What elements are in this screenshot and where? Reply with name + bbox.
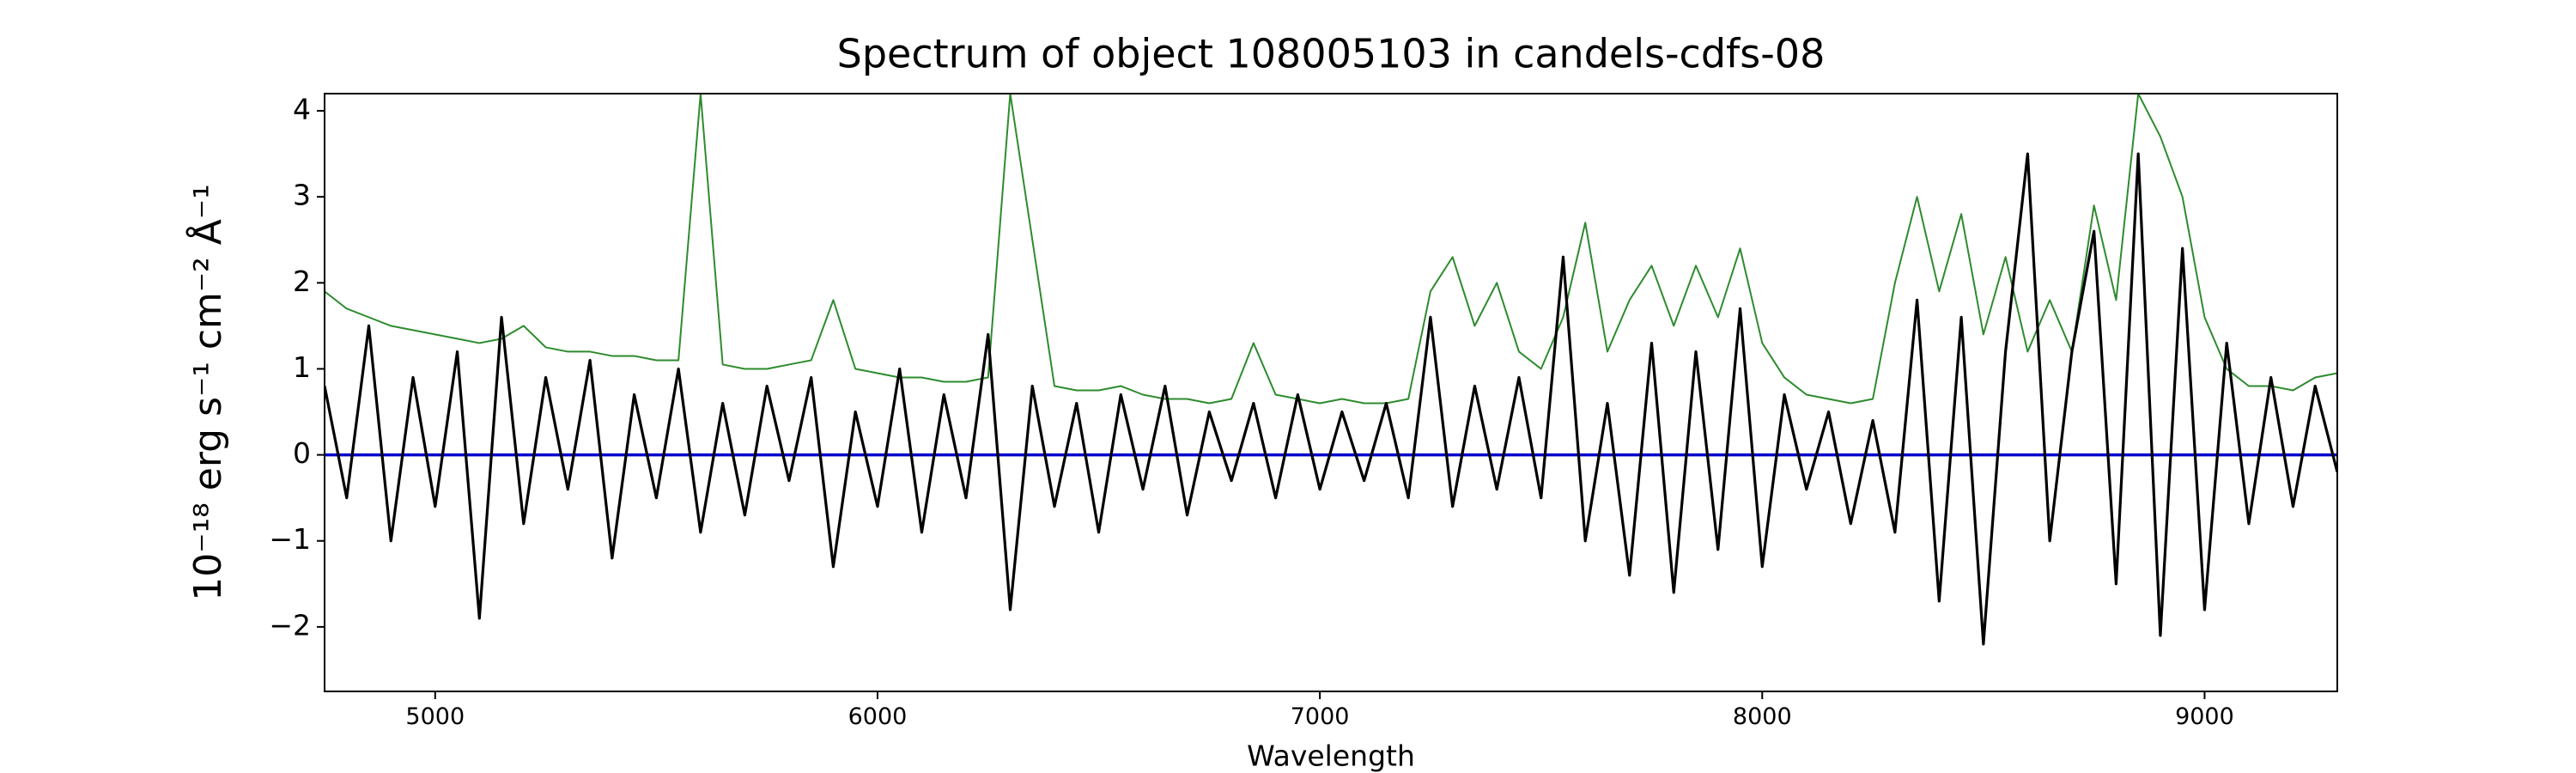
axes: 5000 6000 7000 8000 9000 −2 −1 0 1 2 3 4 — [269, 93, 2338, 730]
x-tick-label: 5000 — [405, 703, 465, 730]
spectrum-line — [325, 152, 2337, 646]
y-tick-label: −2 — [269, 608, 311, 642]
x-tick-label: 6000 — [848, 703, 908, 730]
x-tick-label: 7000 — [1291, 703, 1350, 730]
y-tick-label: 3 — [293, 179, 311, 212]
x-axis-label: Wavelength — [1247, 740, 1415, 773]
x-tick-label: 8000 — [1733, 703, 1792, 730]
plot-area — [325, 94, 2337, 646]
y-tick-label: 0 — [293, 436, 311, 470]
axes-frame — [324, 93, 2338, 692]
y-tick-label: 4 — [293, 93, 311, 126]
spectrum-line — [325, 94, 2337, 405]
y-tick-label: −1 — [269, 522, 311, 556]
y-tick-label: 2 — [293, 265, 311, 298]
y-axis-label: 10⁻¹⁸ erg s⁻¹ cm⁻² Å⁻¹ — [185, 184, 230, 600]
chart-title: Spectrum of object 108005103 in candels-… — [837, 31, 1826, 77]
x-tick-label: 9000 — [2175, 703, 2234, 730]
y-tick-label: 1 — [293, 350, 311, 384]
